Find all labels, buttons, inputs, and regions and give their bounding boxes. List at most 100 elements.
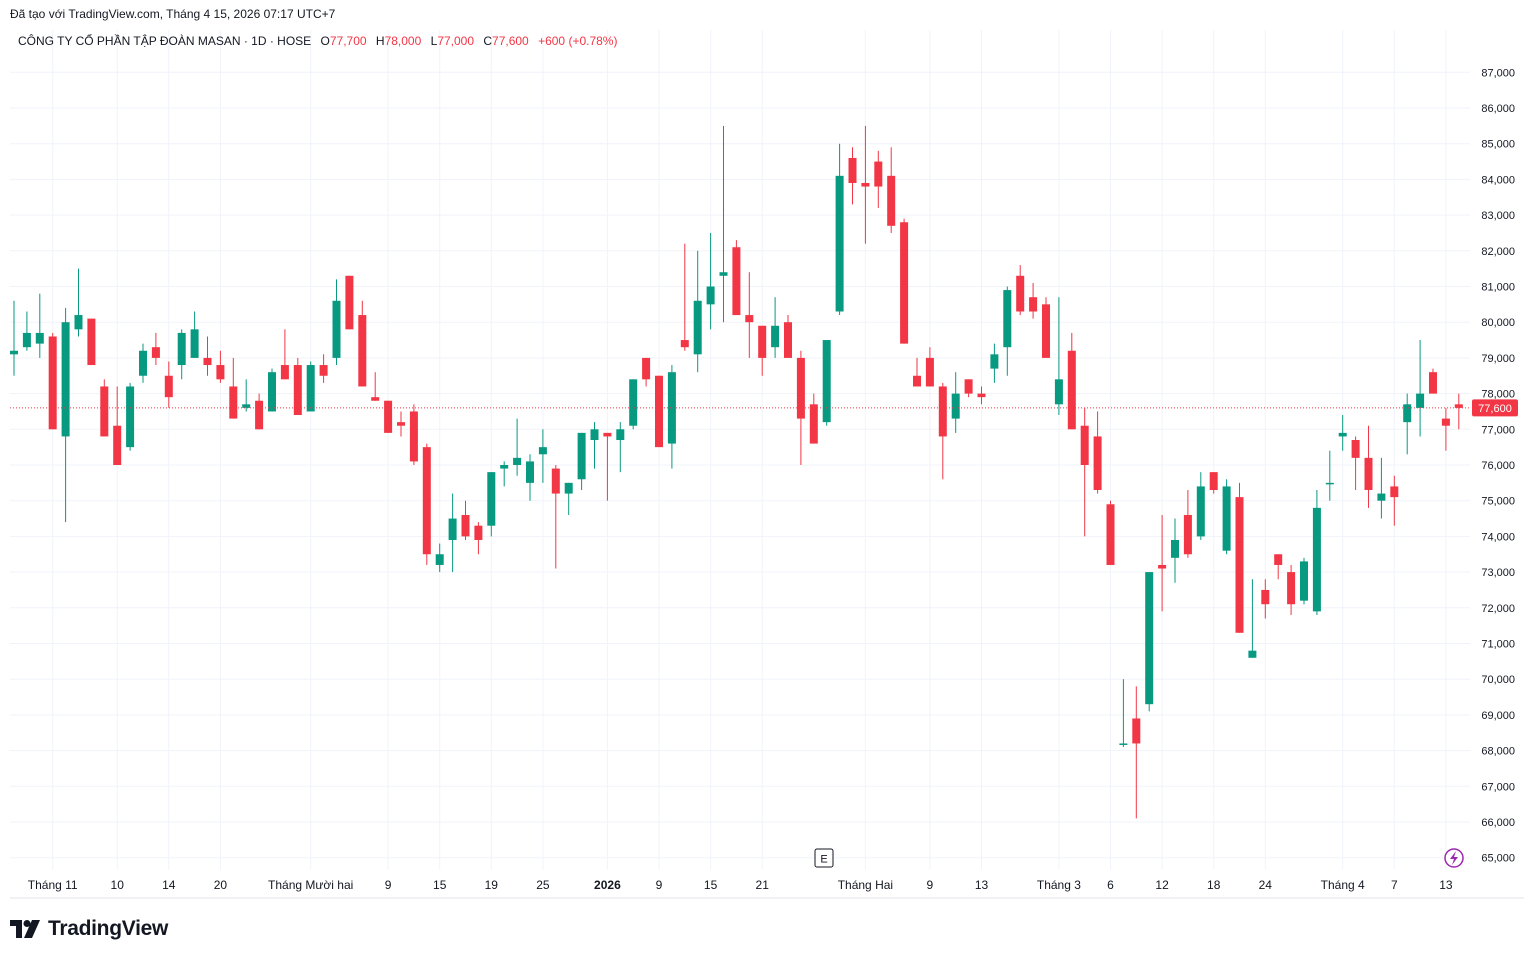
candle <box>887 147 896 233</box>
candle-body <box>190 329 199 358</box>
candle <box>74 268 83 337</box>
time-tick-label: 20 <box>214 878 228 892</box>
candle <box>900 218 909 344</box>
price-tick-label: 65,000 <box>1481 853 1515 865</box>
time-tick-label: Tháng Mười hai <box>268 878 353 892</box>
candle-body <box>242 404 251 408</box>
candle <box>1016 265 1025 316</box>
candle <box>874 150 883 208</box>
candle-body <box>74 315 83 330</box>
candle <box>925 347 934 387</box>
candle <box>87 318 96 366</box>
candle-body <box>358 315 367 387</box>
candle-body <box>280 365 289 380</box>
candle-body <box>1312 507 1321 612</box>
candle <box>332 279 341 366</box>
candle <box>1080 407 1089 537</box>
candle <box>216 350 225 383</box>
tradingview-logo[interactable]: TradingView <box>10 917 168 941</box>
candle <box>551 465 560 569</box>
time-tick-label: 21 <box>756 878 770 892</box>
time-tick-label: Tháng 11 <box>28 878 78 892</box>
candle-body <box>1158 564 1167 569</box>
candle-body <box>384 400 393 433</box>
candle <box>693 250 702 373</box>
candle-body <box>1403 404 1412 423</box>
candle <box>1042 297 1050 358</box>
candle <box>268 368 276 412</box>
price-tick-label: 73,000 <box>1481 567 1515 579</box>
candle-body <box>513 457 522 465</box>
candle-body <box>10 350 18 355</box>
candle-body <box>1300 561 1308 601</box>
candle-body <box>177 332 186 366</box>
candle <box>745 272 754 358</box>
price-tick-label: 76,000 <box>1481 460 1515 472</box>
candle <box>1287 564 1296 615</box>
candle <box>835 143 844 316</box>
candle <box>1106 500 1115 565</box>
candle <box>938 382 947 480</box>
candle-body <box>448 518 457 540</box>
candle-body <box>139 350 147 376</box>
time-tick-label: 24 <box>1259 878 1273 892</box>
candle <box>1209 472 1218 494</box>
candle-body <box>538 447 547 455</box>
price-axis[interactable]: 65,000 66,000 67,000 68,000 69,000 70,000 71,0… <box>1481 67 1515 864</box>
candle <box>177 329 186 380</box>
candle <box>771 297 780 358</box>
candle-body <box>268 372 276 412</box>
candle-body <box>977 393 986 398</box>
open-label: O <box>320 34 330 48</box>
time-tick-label: 9 <box>927 878 934 892</box>
candle <box>203 336 212 376</box>
candle <box>964 379 973 398</box>
time-tick-label: 9 <box>385 878 392 892</box>
candle-body <box>1093 436 1102 490</box>
candle-body <box>61 322 70 437</box>
time-tick-label: 2026 <box>594 878 621 892</box>
low-value: 77,000 <box>437 34 475 48</box>
candle <box>1158 514 1167 612</box>
tradingview-logo-icon <box>10 920 40 938</box>
lightning-icon[interactable] <box>1444 848 1464 868</box>
time-tick-label: 15 <box>433 878 447 892</box>
candle <box>306 361 315 412</box>
events-button[interactable]: E <box>814 848 834 868</box>
candle-body <box>1171 539 1179 558</box>
candle <box>345 275 354 330</box>
candle <box>758 325 767 376</box>
candle <box>1338 415 1347 451</box>
candle-body <box>680 340 689 348</box>
price-tick-label: 81,000 <box>1481 282 1515 294</box>
candle <box>35 293 44 358</box>
candle <box>1119 679 1128 748</box>
candle <box>913 357 921 387</box>
candle <box>861 125 870 244</box>
price-tick-label: 75,000 <box>1481 496 1515 508</box>
candle <box>409 404 418 465</box>
candle-body <box>964 379 973 394</box>
candle <box>706 232 715 330</box>
candle <box>1351 436 1360 490</box>
candle-body <box>887 175 896 226</box>
candle <box>22 311 31 351</box>
candle <box>642 357 651 387</box>
candle <box>990 343 999 383</box>
price-tick-label: 79,000 <box>1481 353 1515 365</box>
candle <box>48 332 57 430</box>
candle <box>1377 457 1386 519</box>
candle-body <box>1106 504 1115 565</box>
candle <box>796 350 805 465</box>
price-tick-label: 66,000 <box>1481 817 1515 829</box>
candle <box>1196 472 1205 540</box>
candle <box>629 379 638 430</box>
candle-body <box>487 472 496 526</box>
time-axis[interactable]: Tháng 11 10 14 20 Tháng Mười hai 9 15 19 25 2026 9… <box>28 878 1453 892</box>
candle-body <box>629 379 638 426</box>
candle-body <box>1145 572 1154 705</box>
candle-body <box>397 422 405 426</box>
candle-body <box>1054 379 1063 405</box>
candle-body <box>1261 589 1270 605</box>
